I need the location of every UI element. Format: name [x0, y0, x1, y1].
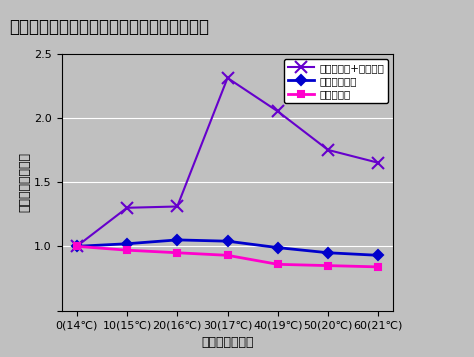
高濃度酸素+微細気泡: [174, 204, 180, 208]
Y-axis label: 溶存酸素濃度割合: 溶存酸素濃度割合: [18, 152, 31, 212]
微細気泡のみ: [375, 253, 381, 257]
酸素飽和量: [74, 244, 80, 248]
高濃度酸素+微細気泡: [74, 244, 80, 248]
酸素飽和量: [325, 263, 331, 268]
高濃度酸素+微細気泡: [275, 109, 281, 114]
微細気泡のみ: [275, 246, 281, 250]
Line: 高濃度酸素+微細気泡: 高濃度酸素+微細気泡: [71, 72, 384, 252]
酸素飽和量: [225, 253, 230, 257]
酸素飽和量: [174, 251, 180, 255]
酸素飽和量: [375, 265, 381, 269]
酸素飽和量: [275, 262, 281, 266]
Line: 微細気泡のみ: 微細気泡のみ: [73, 236, 382, 259]
微細気泡のみ: [225, 239, 230, 243]
高濃度酸素+微細気泡: [325, 148, 331, 152]
高濃度酸素+微細気泡: [225, 76, 230, 80]
Line: 酸素飽和量: 酸素飽和量: [73, 243, 382, 270]
酸素飽和量: [124, 248, 130, 252]
微細気泡のみ: [325, 251, 331, 255]
高濃度酸素+微細気泡: [375, 161, 381, 165]
微細気泡のみ: [174, 238, 180, 242]
高濃度酸素+微細気泡: [124, 206, 130, 210]
Legend: 高濃度酸素+微細気泡, 微細気泡のみ, 酸素飽和量: 高濃度酸素+微細気泡, 微細気泡のみ, 酸素飽和量: [284, 59, 388, 103]
X-axis label: 稼動時間（分）: 稼動時間（分）: [201, 336, 254, 349]
微細気泡のみ: [74, 244, 80, 248]
Text: 初期値を基準とした各条件の比較実験データ: 初期値を基準とした各条件の比較実験データ: [9, 18, 210, 36]
微細気泡のみ: [124, 242, 130, 246]
